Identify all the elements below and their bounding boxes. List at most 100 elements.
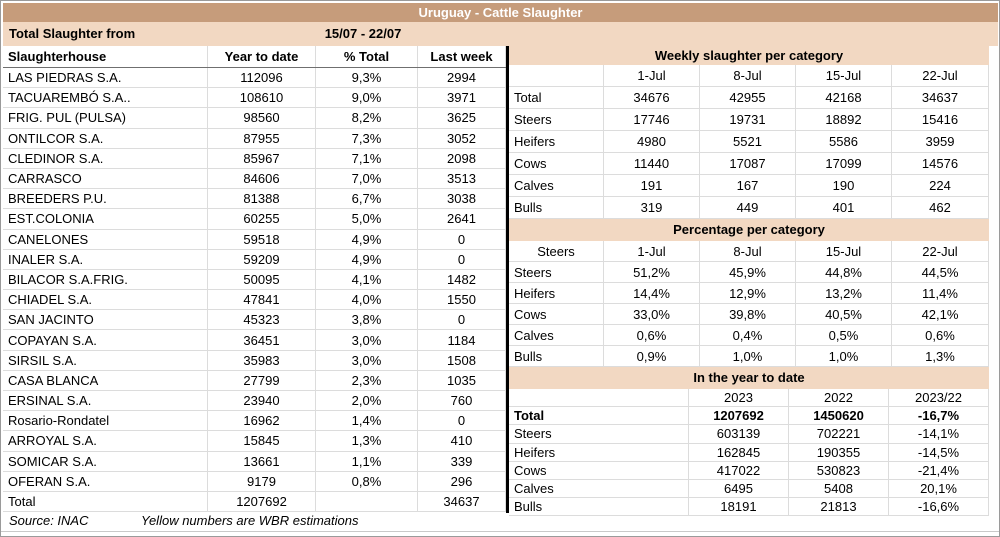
category-label: Bulls <box>509 197 604 219</box>
week2-value: 167 <box>700 175 796 197</box>
percent-total-value: 3,8% <box>316 310 418 331</box>
category-label: Cows <box>509 461 689 480</box>
slaughterhouse-name: CLEDINOR S.A. <box>3 148 208 169</box>
table-divider <box>506 46 509 513</box>
table-row: Bulls 0,9% 1,0% 1,0% 1,3% <box>509 346 989 367</box>
week4-percent: 11,4% <box>892 283 989 304</box>
slaughterhouse-name: OFERAN S.A. <box>3 471 208 492</box>
ytd-2022-value: 702221 <box>789 425 889 444</box>
table-row: EST.COLONIA 60255 5,0% 2641 <box>3 209 506 230</box>
slaughterhouse-name: SOMICAR S.A. <box>3 451 208 472</box>
percent-total-value: 1,3% <box>316 431 418 452</box>
year-to-date-value: 15845 <box>208 431 316 452</box>
slaughterhouse-name: CANELONES <box>3 229 208 250</box>
slaughterhouse-name: SIRSIL S.A. <box>3 350 208 371</box>
week1-value: 4980 <box>604 131 700 153</box>
ytd-section-title: In the year to date <box>509 367 989 389</box>
slaughterhouse-name: ONTILCOR S.A. <box>3 128 208 149</box>
table-row: Steers 17746 19731 18892 15416 <box>509 109 989 131</box>
week2-percent: 12,9% <box>700 283 796 304</box>
week1-percent: 51,2% <box>604 262 700 283</box>
week3-percent: 44,8% <box>796 262 892 283</box>
column-header: 22-Jul <box>892 241 989 262</box>
ytd-change-value: -21,4% <box>889 461 989 480</box>
last-week-value: 1508 <box>418 350 506 371</box>
column-header: 2022 <box>789 389 889 408</box>
percentage-table: Steers 1-Jul 8-Jul 15-Jul 22-Jul Steers 51,2… <box>509 241 989 367</box>
ytd-2022-value: 1450620 <box>789 407 889 426</box>
table-row: Bulls 319 449 401 462 <box>509 197 989 219</box>
ytd-table-header: 2023 2022 2023/22 <box>509 389 989 408</box>
week4-percent: 1,3% <box>892 346 989 367</box>
column-header: 15-Jul <box>796 65 892 87</box>
year-to-date-value: 108610 <box>208 88 316 109</box>
ytd-2022-value: 21813 <box>789 498 889 517</box>
column-header: Steers <box>509 241 604 262</box>
last-week-value: 1035 <box>418 370 506 391</box>
percent-total-value: 7,3% <box>316 128 418 149</box>
percent-total-value: 7,1% <box>316 148 418 169</box>
category-label: Heifers <box>509 283 604 304</box>
last-week-value: 0 <box>418 411 506 432</box>
table-row: Cows 33,0% 39,8% 40,5% 42,1% <box>509 304 989 325</box>
category-label: Bulls <box>509 346 604 367</box>
week1-value: 319 <box>604 197 700 219</box>
percentage-section-title: Percentage per category <box>509 219 989 241</box>
column-header: 8-Jul <box>700 241 796 262</box>
column-header: 22-Jul <box>892 65 989 87</box>
column-header: % Total <box>316 46 418 67</box>
week1-percent: 0,9% <box>604 346 700 367</box>
slaughterhouse-name: CASA BLANCA <box>3 370 208 391</box>
category-tables: Weekly slaughter per category 1-Jul 8-Jul… <box>509 46 989 517</box>
column-header: 15-Jul <box>796 241 892 262</box>
table-row: Calves 0,6% 0,4% 0,5% 0,6% <box>509 325 989 346</box>
column-header: 1-Jul <box>604 241 700 262</box>
week2-percent: 1,0% <box>700 346 796 367</box>
table-row: Rosario-Rondatel 16962 1,4% 0 <box>3 411 506 432</box>
percent-total-value: 4,9% <box>316 229 418 250</box>
table-row: LAS PIEDRAS S.A. 112096 9,3% 2994 <box>3 68 506 89</box>
year-to-date-value: 16962 <box>208 411 316 432</box>
table-row: FRIG. PUL (PULSA) 98560 8,2% 3625 <box>3 108 506 129</box>
total-slaughter-from-label: Total Slaughter from <box>9 26 136 41</box>
last-week-value: 2994 <box>418 68 506 89</box>
slaughterhouse-name: CHIADEL S.A. <box>3 290 208 311</box>
week3-value: 17099 <box>796 153 892 175</box>
slaughterhouse-name: COPAYAN S.A. <box>3 330 208 351</box>
table-row: Cows 11440 17087 17099 14576 <box>509 153 989 175</box>
week3-percent: 40,5% <box>796 304 892 325</box>
week4-percent: 44,5% <box>892 262 989 283</box>
percent-total-value: 7,0% <box>316 168 418 190</box>
year-to-date-value: 60255 <box>208 209 316 230</box>
ytd-2022-value: 190355 <box>789 443 889 462</box>
week3-percent: 0,5% <box>796 325 892 346</box>
ytd-2023-value: 603139 <box>689 425 789 444</box>
ytd-2023-value: 18191 <box>689 498 789 517</box>
table-row: CASA BLANCA 27799 2,3% 1035 <box>3 370 506 391</box>
ytd-change-value: -14,1% <box>889 425 989 444</box>
ytd-change-value: -16,6% <box>889 498 989 517</box>
category-label: Steers <box>509 425 689 444</box>
percent-total-value: 0,8% <box>316 471 418 492</box>
year-to-date-value: 50095 <box>208 269 316 291</box>
week4-percent: 0,6% <box>892 325 989 346</box>
slaughterhouse-name: CARRASCO <box>3 168 208 190</box>
table-row: SIRSIL S.A. 35983 3,0% 1508 <box>3 350 506 371</box>
slaughterhouse-rows: LAS PIEDRAS S.A. 112096 9,3% 2994 TACUAR… <box>3 68 506 492</box>
total-label: Total <box>3 491 208 513</box>
slaughterhouse-name: SAN JACINTO <box>3 310 208 331</box>
table-row: COPAYAN S.A. 36451 3,0% 1184 <box>3 330 506 351</box>
total-last-week: 34637 <box>418 491 506 513</box>
week4-value: 14576 <box>892 153 989 175</box>
last-week-value: 3038 <box>418 189 506 210</box>
report-title: Uruguay - Cattle Slaughter <box>3 3 998 22</box>
category-label: Cows <box>509 304 604 325</box>
column-header: 8-Jul <box>700 65 796 87</box>
slaughterhouse-name: FRIG. PUL (PULSA) <box>3 108 208 129</box>
percent-total-value: 1,4% <box>316 411 418 432</box>
table-row: Calves 191 167 190 224 <box>509 175 989 197</box>
percent-total-value: 3,0% <box>316 330 418 351</box>
slaughterhouse-name: ARROYAL S.A. <box>3 431 208 452</box>
percent-total-value: 9,3% <box>316 68 418 89</box>
last-week-value: 2098 <box>418 148 506 169</box>
